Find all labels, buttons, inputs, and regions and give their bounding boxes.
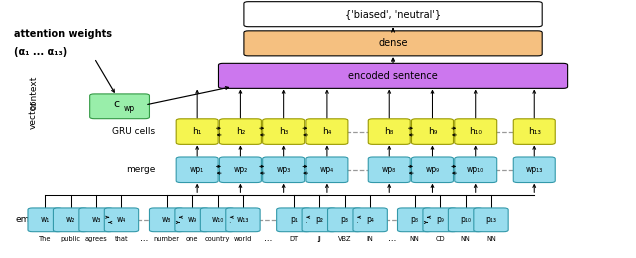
Text: public: public: [60, 236, 81, 242]
Text: wp₂: wp₂: [233, 165, 247, 174]
Text: VBZ: VBZ: [338, 236, 352, 242]
FancyBboxPatch shape: [302, 208, 336, 232]
FancyBboxPatch shape: [53, 208, 88, 232]
Text: wp₃: wp₃: [277, 165, 291, 174]
FancyBboxPatch shape: [328, 208, 362, 232]
FancyBboxPatch shape: [423, 208, 457, 232]
FancyBboxPatch shape: [398, 208, 432, 232]
Text: attention weights: attention weights: [14, 29, 112, 38]
Text: IN: IN: [367, 236, 373, 242]
FancyBboxPatch shape: [79, 208, 113, 232]
Text: wp₁₀: wp₁₀: [467, 165, 485, 174]
FancyBboxPatch shape: [219, 119, 261, 144]
Text: ⋯: ⋯: [264, 236, 273, 245]
Text: wp: wp: [123, 104, 135, 113]
FancyBboxPatch shape: [368, 119, 410, 144]
Text: CD: CD: [435, 236, 445, 242]
Text: h₁: h₁: [193, 127, 202, 136]
Text: w₁: w₁: [41, 215, 50, 224]
FancyBboxPatch shape: [353, 208, 387, 232]
FancyBboxPatch shape: [306, 119, 348, 144]
Text: wp₄: wp₄: [320, 165, 334, 174]
FancyBboxPatch shape: [149, 208, 184, 232]
FancyBboxPatch shape: [277, 208, 311, 232]
Text: wp₉: wp₉: [425, 165, 439, 174]
Text: h₂: h₂: [236, 127, 245, 136]
Text: NN: NN: [460, 236, 471, 242]
Text: number: number: [154, 236, 179, 242]
Text: h₃: h₃: [279, 127, 288, 136]
Text: (α₁ ... α₁₃): (α₁ ... α₁₃): [14, 47, 67, 57]
Text: p₁: p₁: [290, 215, 298, 224]
Text: world: world: [234, 236, 252, 242]
FancyBboxPatch shape: [474, 208, 508, 232]
Text: w₄: w₄: [117, 215, 126, 224]
Text: p₁₀: p₁₀: [460, 215, 471, 224]
Text: emb.: emb.: [16, 215, 39, 224]
Text: wp₁: wp₁: [190, 165, 204, 174]
Text: w₁₀: w₁₀: [211, 215, 224, 224]
Text: DT: DT: [289, 236, 298, 242]
Text: dense: dense: [378, 38, 408, 48]
Text: wp₈: wp₈: [382, 165, 396, 174]
Text: p₉: p₉: [436, 215, 444, 224]
Text: h₁₃: h₁₃: [528, 127, 541, 136]
Text: one: one: [186, 236, 198, 242]
Text: w₃: w₃: [92, 215, 100, 224]
Text: p₁₃: p₁₃: [485, 215, 497, 224]
Text: wp₁₃: wp₁₃: [525, 165, 543, 174]
FancyBboxPatch shape: [263, 119, 305, 144]
FancyBboxPatch shape: [244, 2, 543, 27]
FancyBboxPatch shape: [244, 31, 543, 56]
Text: context: context: [29, 76, 38, 110]
FancyBboxPatch shape: [368, 157, 410, 183]
FancyBboxPatch shape: [104, 208, 139, 232]
FancyBboxPatch shape: [176, 157, 218, 183]
FancyBboxPatch shape: [263, 157, 305, 183]
Text: NN: NN: [486, 236, 496, 242]
Text: p₄: p₄: [366, 215, 374, 224]
FancyBboxPatch shape: [455, 119, 497, 144]
FancyBboxPatch shape: [226, 208, 260, 232]
Text: w₂: w₂: [66, 215, 75, 224]
FancyBboxPatch shape: [455, 157, 497, 183]
Text: agrees: agrees: [85, 236, 107, 242]
Text: country: country: [205, 236, 230, 242]
FancyBboxPatch shape: [90, 94, 149, 119]
Text: that: that: [114, 236, 128, 242]
FancyBboxPatch shape: [176, 119, 218, 144]
Text: p₃: p₃: [341, 215, 349, 224]
Text: p₈: p₈: [411, 215, 418, 224]
Text: w₈: w₈: [162, 215, 171, 224]
FancyBboxPatch shape: [306, 157, 348, 183]
Text: NN: NN: [410, 236, 420, 242]
Text: h₉: h₉: [428, 127, 437, 136]
Text: The: The: [39, 236, 52, 242]
FancyBboxPatch shape: [200, 208, 235, 232]
FancyBboxPatch shape: [448, 208, 483, 232]
Text: ⋯: ⋯: [388, 236, 397, 245]
Text: h₁₀: h₁₀: [469, 127, 482, 136]
Text: GRU cells: GRU cells: [112, 127, 155, 136]
Text: w₉: w₉: [188, 215, 197, 224]
FancyBboxPatch shape: [219, 157, 261, 183]
Text: p₂: p₂: [315, 215, 323, 224]
Text: JJ: JJ: [317, 236, 321, 242]
FancyBboxPatch shape: [175, 208, 209, 232]
Text: h₄: h₄: [322, 127, 331, 136]
FancyBboxPatch shape: [411, 157, 453, 183]
Text: w₁₃: w₁₃: [237, 215, 249, 224]
Text: ⋯: ⋯: [140, 236, 148, 245]
FancyBboxPatch shape: [513, 119, 555, 144]
FancyBboxPatch shape: [219, 63, 568, 88]
Text: vector: vector: [29, 100, 38, 129]
Text: merge: merge: [126, 165, 155, 174]
Text: h₈: h₈: [385, 127, 394, 136]
Text: c: c: [113, 99, 120, 109]
Text: encoded sentence: encoded sentence: [348, 71, 438, 81]
FancyBboxPatch shape: [513, 157, 555, 183]
FancyBboxPatch shape: [411, 119, 453, 144]
FancyBboxPatch shape: [28, 208, 62, 232]
Text: {'biased', 'neutral'}: {'biased', 'neutral'}: [345, 9, 441, 19]
